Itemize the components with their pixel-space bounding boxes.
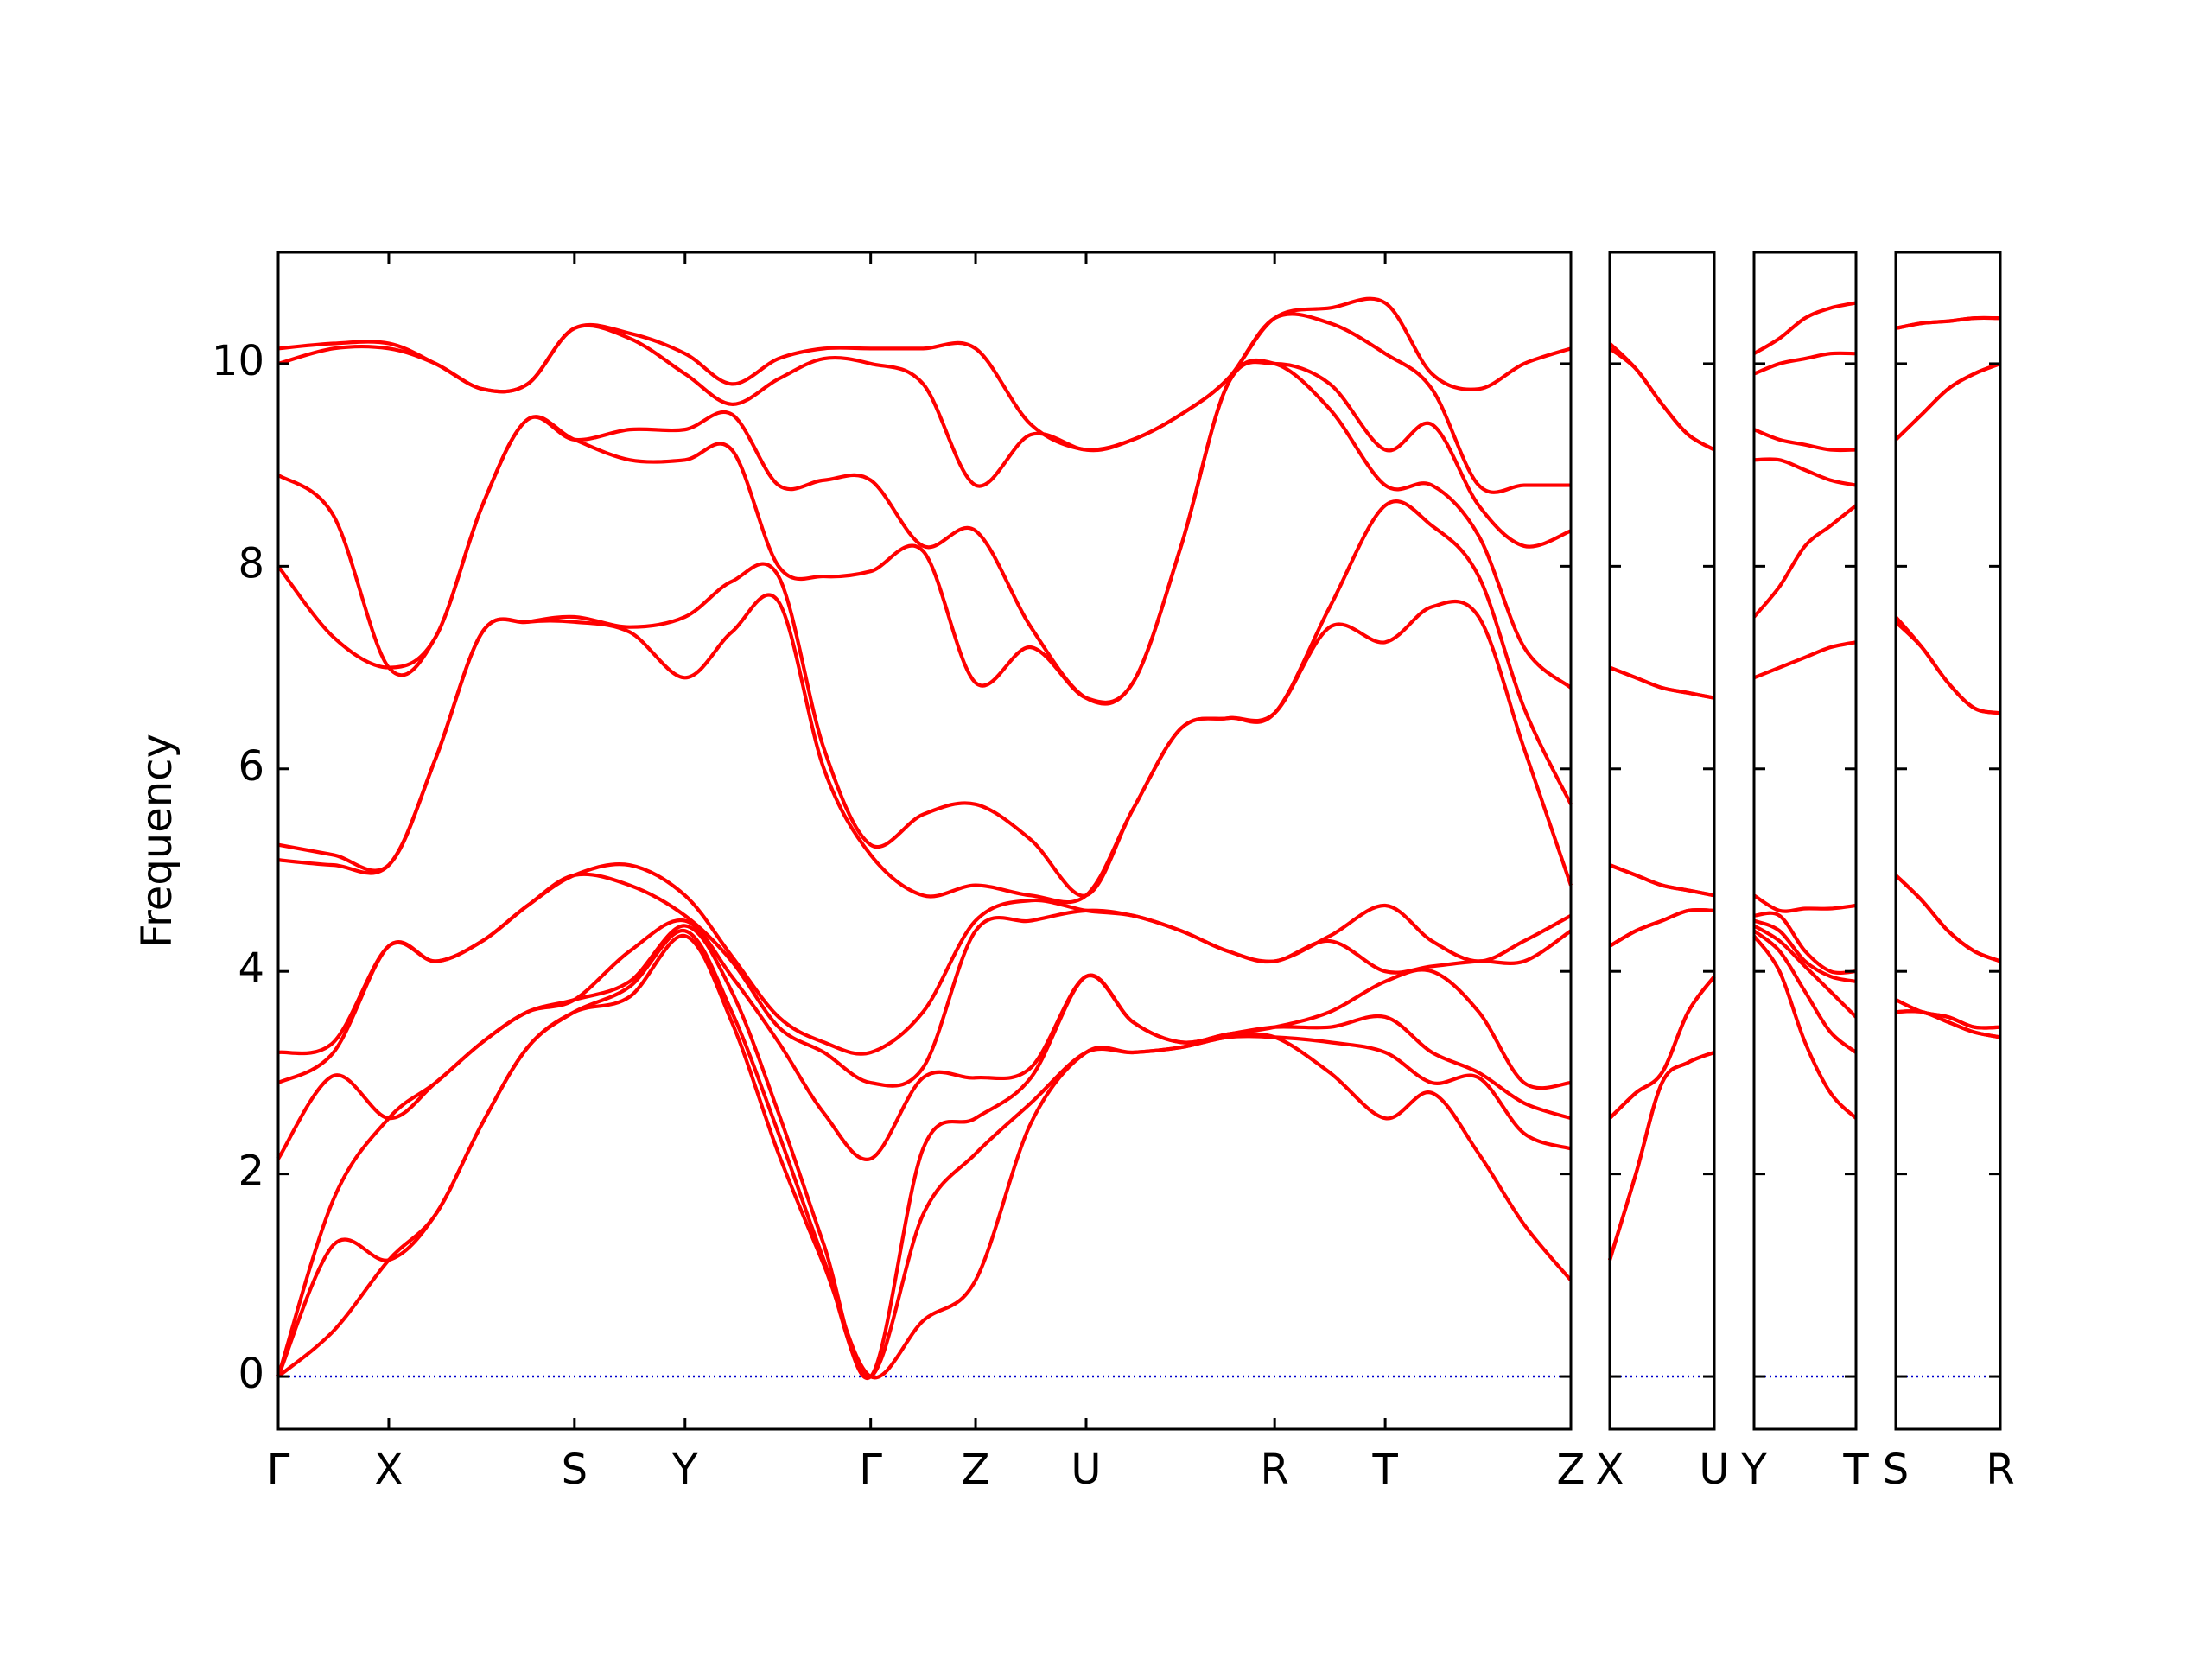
band: [1752, 301, 1857, 356]
x-tick-label: T: [1371, 1446, 1398, 1494]
band: [277, 593, 1573, 905]
band: [1753, 640, 1857, 680]
band: [1752, 934, 1858, 1120]
y-tick-label: 8: [238, 539, 264, 588]
band: [1752, 504, 1858, 619]
x-tick-label: X: [1596, 1446, 1624, 1494]
band: [1608, 346, 1716, 452]
band: [1895, 1009, 2001, 1039]
band: [1894, 361, 2001, 442]
panel-frame: [1752, 251, 1858, 1431]
panel-frame: [276, 251, 1573, 1431]
y-tick-label: 4: [238, 944, 264, 993]
band: [1753, 457, 1857, 487]
y-tick-label: 6: [238, 742, 264, 791]
band: [1608, 975, 1716, 1120]
panel-frame: [1608, 251, 1716, 1431]
panel: [276, 296, 1573, 1381]
panel: [1607, 341, 1716, 1378]
x-tick-label: Z: [962, 1446, 990, 1494]
band: [276, 924, 1572, 1381]
band: [1607, 1050, 1715, 1261]
panel: [1894, 315, 2001, 1378]
band: [1609, 863, 1715, 898]
band: [277, 862, 1572, 1056]
band: [1895, 315, 2001, 330]
band: [1753, 428, 1857, 453]
band: [1609, 665, 1715, 700]
band: [1608, 341, 1716, 452]
band: [276, 918, 1572, 1161]
panel-frame: [1894, 251, 2002, 1431]
x-tick-label: Γ: [859, 1446, 882, 1494]
x-tick-label: R: [1260, 1446, 1288, 1494]
x-tick-label: Y: [1740, 1446, 1767, 1494]
y-tick-label: 0: [238, 1350, 264, 1398]
band: [1608, 907, 1715, 948]
band: [277, 296, 1572, 453]
band: [276, 360, 1572, 706]
band: [1753, 918, 1857, 983]
band: [1752, 893, 1857, 913]
x-tick-label: S: [562, 1446, 588, 1494]
band: [1608, 907, 1715, 948]
x-tick-label: Γ: [267, 1446, 290, 1494]
x-tick-label: R: [1986, 1446, 2014, 1494]
band: [276, 929, 1572, 1379]
y-axis-label: Frequency: [133, 734, 181, 948]
x-tick-label: Y: [671, 1446, 698, 1494]
panel: [1752, 301, 1858, 1378]
band: [276, 934, 1573, 1380]
band: [1894, 874, 2001, 963]
band: [1752, 929, 1858, 1054]
x-tick-label: T: [1842, 1446, 1869, 1494]
band: [1753, 911, 1857, 976]
band: [1752, 924, 1858, 1019]
x-tick-label: S: [1883, 1446, 1909, 1494]
band: [1895, 998, 2001, 1030]
x-tick-label: U: [1071, 1446, 1101, 1494]
band: [1753, 351, 1857, 376]
band: [1894, 615, 2001, 715]
band: [277, 312, 1571, 494]
x-tick-label: Z: [1557, 1446, 1586, 1494]
y-tick-label: 2: [238, 1147, 264, 1196]
band: [1894, 361, 2001, 442]
x-tick-label: U: [1699, 1446, 1729, 1494]
y-tick-label: 10: [212, 337, 264, 385]
band: [277, 499, 1573, 898]
x-tick-label: X: [375, 1446, 404, 1494]
